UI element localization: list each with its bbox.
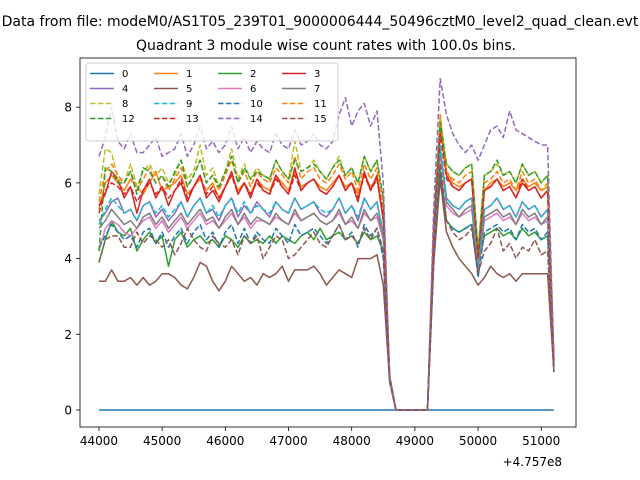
x-tick-label: 50000 (459, 434, 497, 448)
y-tick-label: 4 (64, 252, 72, 266)
legend-label-14: 14 (250, 114, 263, 125)
legend-label-1: 1 (186, 69, 192, 80)
y-axis: 0 2 4 6 8 (64, 101, 80, 417)
legend-label-4: 4 (122, 84, 128, 95)
legend-label-5: 5 (186, 84, 192, 95)
y-tick-label: 6 (64, 176, 72, 190)
x-axis: 44000 45000 46000 47000 48000 49000 50000 51000 (80, 427, 560, 448)
legend-label-3: 3 (314, 69, 320, 80)
legend-label-15: 15 (314, 114, 327, 125)
legend-label-12: 12 (122, 114, 135, 125)
suptitle: Data from file: modeM0/AS1T05_239T01_900… (2, 14, 639, 30)
legend-box (85, 62, 339, 142)
series-line-10 (98, 167, 555, 411)
legend-label-10: 10 (250, 99, 263, 110)
axes-frame (79, 57, 577, 428)
x-tick-label: 47000 (269, 434, 307, 448)
plot-area (98, 78, 555, 411)
x-tick-label: 49000 (396, 434, 434, 448)
y-tick-label: 8 (64, 101, 72, 115)
series-line-7 (98, 148, 555, 411)
legend-label-6: 6 (250, 84, 256, 95)
x-tick-label: 48000 (333, 434, 371, 448)
legend-label-8: 8 (122, 99, 128, 110)
legend-label-7: 7 (314, 84, 320, 95)
series-line-9 (98, 144, 555, 411)
y-tick-label: 0 (64, 403, 72, 417)
series-line-11 (98, 121, 555, 411)
chart-title: Quadrant 3 module wise count rates with … (136, 38, 516, 54)
legend-label-13: 13 (186, 114, 199, 125)
x-tick-label: 51000 (522, 434, 560, 448)
x-tick-label: 46000 (206, 434, 244, 448)
series-line-13 (98, 132, 555, 411)
series-line-15 (98, 163, 555, 411)
x-offset-label: +4.757e8 (503, 455, 562, 469)
series-line-12 (98, 121, 555, 411)
y-tick-label: 2 (64, 328, 72, 342)
x-tick-label: 45000 (143, 434, 181, 448)
legend-label-11: 11 (314, 99, 327, 110)
series-line-5 (99, 178, 555, 411)
legend-label-2: 2 (250, 69, 256, 80)
series-line-14 (98, 78, 555, 411)
legend-label-9: 9 (186, 99, 192, 110)
x-tick-label: 44000 (80, 434, 118, 448)
legend-label-0: 0 (122, 69, 128, 80)
